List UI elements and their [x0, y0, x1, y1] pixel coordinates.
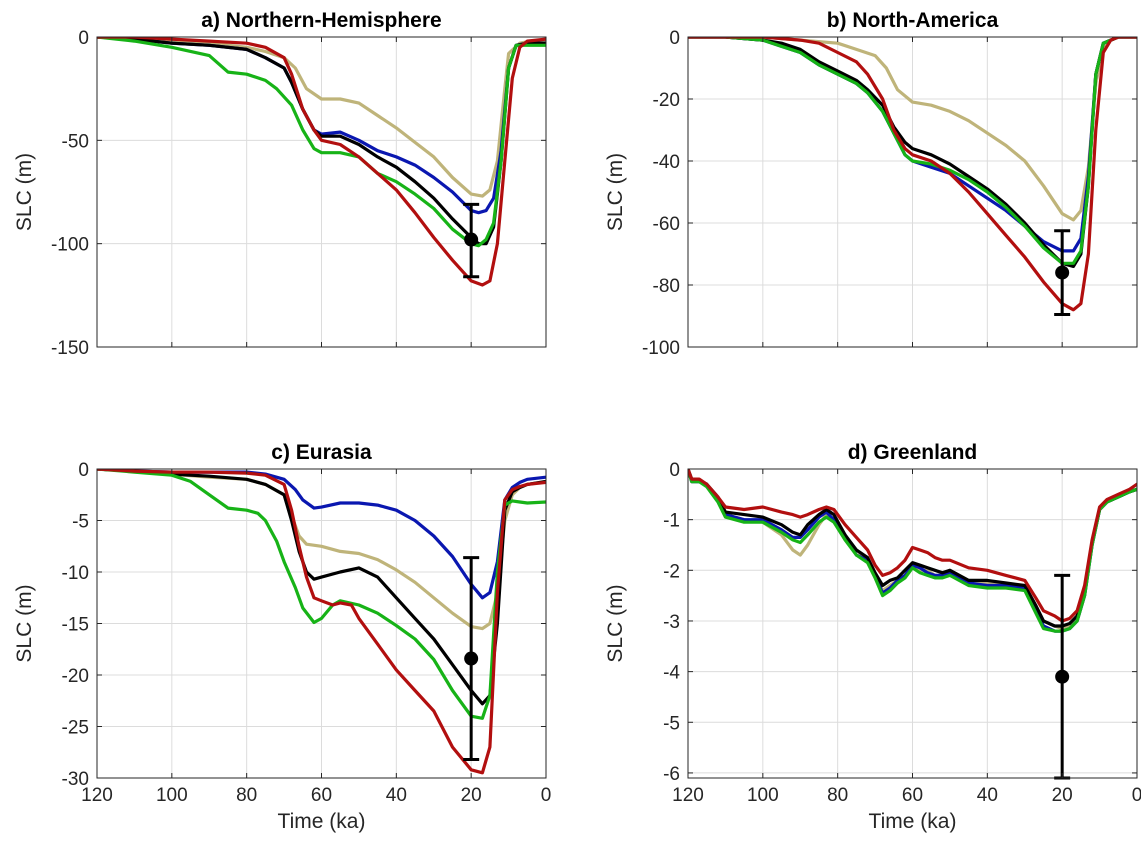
series-line-red [97, 37, 546, 287]
y-tick-label: -2 [663, 561, 680, 582]
x-axis-label: Time (ka) [278, 810, 366, 833]
series-line-khaki [97, 37, 546, 198]
y-tick-label: -40 [653, 152, 680, 173]
y-tick-label: -5 [663, 713, 680, 734]
y-tick-label: 0 [78, 28, 89, 49]
y-tick-label: -100 [51, 235, 89, 256]
panel-1: 0 -20 -40 -60 -80 -100 b) North-America SLC (m) [604, 9, 1138, 359]
series-line-red [97, 469, 546, 775]
x-tick-label: 20 [1052, 785, 1073, 806]
series-line-red [688, 469, 1137, 623]
series-line-green [688, 469, 1137, 633]
panel-title: c) Eurasia [271, 441, 372, 464]
y-tick-label: 0 [669, 460, 680, 481]
y-tick-label: -25 [62, 718, 89, 739]
series-line-black [688, 469, 1137, 628]
x-tick-label: 100 [156, 785, 188, 806]
y-tick-label: 0 [78, 460, 89, 481]
y-tick-label: 0 [669, 28, 680, 49]
y-tick-label: -20 [62, 666, 89, 687]
y-tick-label: -30 [62, 769, 89, 790]
x-tick-label: 120 [81, 785, 113, 806]
y-axis-label: SLC (m) [13, 153, 36, 231]
x-tick-label: 60 [311, 785, 332, 806]
data-point-marker [464, 232, 479, 247]
panel-title: a) Northern-Hemisphere [201, 9, 441, 32]
x-tick-label: 80 [236, 785, 257, 806]
x-tick-label: 0 [541, 785, 552, 806]
x-axis-label: Time (ka) [869, 810, 957, 833]
x-tick-label: 40 [977, 785, 998, 806]
series-line-black [97, 469, 546, 706]
y-axis-label: SLC (m) [604, 153, 627, 231]
y-axis-label: SLC (m) [604, 584, 627, 662]
panel-title: b) North-America [827, 9, 999, 32]
x-tick-label: 40 [386, 785, 407, 806]
panel-title: d) Greenland [848, 441, 978, 464]
y-tick-label: -4 [663, 663, 680, 684]
y-tick-label: -50 [62, 131, 89, 152]
x-tick-label: 120 [672, 785, 704, 806]
y-tick-label: -1 [663, 511, 680, 532]
data-point-marker [1055, 265, 1070, 280]
data-point-marker [1055, 669, 1070, 684]
y-tick-label: -100 [642, 338, 680, 359]
y-tick-label: -80 [653, 276, 680, 297]
y-tick-label: -150 [51, 338, 89, 359]
panel-0: 0 -50 -100 -150 a) Northern-Hemisphere SLC (m… [13, 9, 547, 359]
x-tick-label: 100 [747, 785, 779, 806]
x-tick-label: 0 [1132, 785, 1141, 806]
x-tick-label: 80 [827, 785, 848, 806]
y-tick-label: -5 [72, 512, 89, 533]
y-axis-label: SLC (m) [13, 584, 36, 662]
y-tick-label: -10 [62, 563, 89, 584]
y-tick-label: -6 [663, 764, 680, 785]
series-line-green [688, 37, 1137, 265]
x-tick-label: 20 [461, 785, 482, 806]
y-tick-label: -60 [653, 214, 680, 235]
data-point-marker [464, 651, 479, 666]
y-tick-label: -20 [653, 90, 680, 111]
y-tick-label: -15 [62, 615, 89, 636]
series-line-red [688, 37, 1137, 312]
y-tick-label: -3 [663, 612, 680, 633]
x-tick-label: 60 [902, 785, 923, 806]
